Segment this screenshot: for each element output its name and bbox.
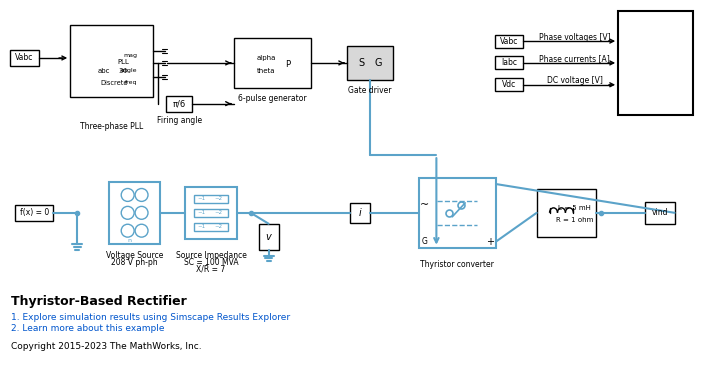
Text: ~1: ~1	[197, 210, 205, 215]
Text: R = 1 ohm: R = 1 ohm	[556, 217, 593, 223]
Bar	[419, 178, 496, 248]
Text: vind: vind	[652, 208, 668, 217]
Text: 6-pulse generator: 6-pulse generator	[239, 94, 307, 103]
Text: π/6: π/6	[173, 99, 186, 108]
Bar	[495, 35, 522, 48]
Text: theta: theta	[257, 68, 275, 74]
Text: ~2: ~2	[214, 210, 222, 215]
Text: Source Impedance: Source Impedance	[176, 251, 246, 260]
Text: Voltage Source: Voltage Source	[106, 251, 163, 260]
Text: Thyristor-Based Rectifier: Thyristor-Based Rectifier	[11, 295, 186, 308]
Text: Iabc: Iabc	[501, 59, 517, 67]
Bar	[194, 209, 228, 217]
Text: mag: mag	[124, 53, 138, 59]
Text: angle: angle	[120, 68, 138, 73]
Text: G: G	[374, 58, 381, 68]
Bar	[350, 203, 370, 223]
Text: S: S	[359, 58, 365, 68]
Text: 2. Learn more about this example: 2. Learn more about this example	[11, 324, 164, 333]
Bar	[645, 202, 675, 224]
Text: P: P	[285, 60, 290, 70]
Text: Thyristor converter: Thyristor converter	[420, 260, 494, 269]
Text: SC = 100 MVA: SC = 100 MVA	[184, 258, 239, 267]
Bar	[10, 50, 40, 66]
Text: Vdc: Vdc	[502, 80, 516, 89]
Text: f(x) = 0: f(x) = 0	[20, 208, 49, 217]
Bar	[185, 187, 237, 239]
Text: 3Φ: 3Φ	[119, 68, 128, 74]
Bar	[194, 223, 228, 231]
Text: Vabc: Vabc	[500, 37, 518, 46]
Text: Discrete: Discrete	[100, 80, 128, 86]
Text: X/R = 7: X/R = 7	[196, 265, 226, 274]
Text: ~2: ~2	[214, 197, 222, 201]
Text: v: v	[265, 232, 272, 242]
Text: G: G	[421, 237, 427, 246]
Text: DC voltage [V]: DC voltage [V]	[547, 76, 603, 85]
Text: ~2: ~2	[214, 224, 222, 229]
Text: L = 5 mH: L = 5 mH	[558, 205, 591, 211]
Text: freq: freq	[125, 80, 138, 85]
Text: i: i	[359, 208, 361, 218]
Text: 1. Explore simulation results using Simscape Results Explorer: 1. Explore simulation results using Sims…	[11, 313, 289, 322]
Bar	[258, 224, 279, 249]
Bar	[347, 46, 393, 80]
Text: n: n	[128, 238, 131, 243]
Bar	[70, 25, 153, 97]
Text: Firing angle: Firing angle	[157, 116, 202, 125]
Bar	[167, 96, 192, 112]
Text: Phase currents [A]: Phase currents [A]	[539, 54, 610, 64]
Text: 208 V ph-ph: 208 V ph-ph	[112, 258, 158, 267]
Bar	[16, 205, 53, 221]
Text: ~1: ~1	[197, 197, 205, 201]
Bar	[495, 56, 522, 70]
Text: ~1: ~1	[197, 224, 205, 229]
Text: Three-phase PLL: Three-phase PLL	[80, 122, 143, 131]
Bar	[495, 78, 522, 91]
Text: Phase voltages [V]: Phase voltages [V]	[539, 33, 611, 42]
Text: abc: abc	[97, 68, 110, 74]
Bar	[234, 38, 311, 88]
Text: Vabc: Vabc	[16, 53, 34, 62]
Text: alpha: alpha	[257, 55, 276, 61]
Bar	[109, 182, 160, 243]
Text: PLL: PLL	[118, 59, 130, 65]
Text: Copyright 2015-2023 The MathWorks, Inc.: Copyright 2015-2023 The MathWorks, Inc.	[11, 342, 201, 351]
Text: +: +	[486, 237, 494, 246]
Text: ~: ~	[420, 200, 429, 210]
Bar	[618, 11, 693, 115]
Bar	[537, 189, 596, 237]
Bar	[194, 195, 228, 203]
Text: Gate driver: Gate driver	[348, 86, 392, 95]
